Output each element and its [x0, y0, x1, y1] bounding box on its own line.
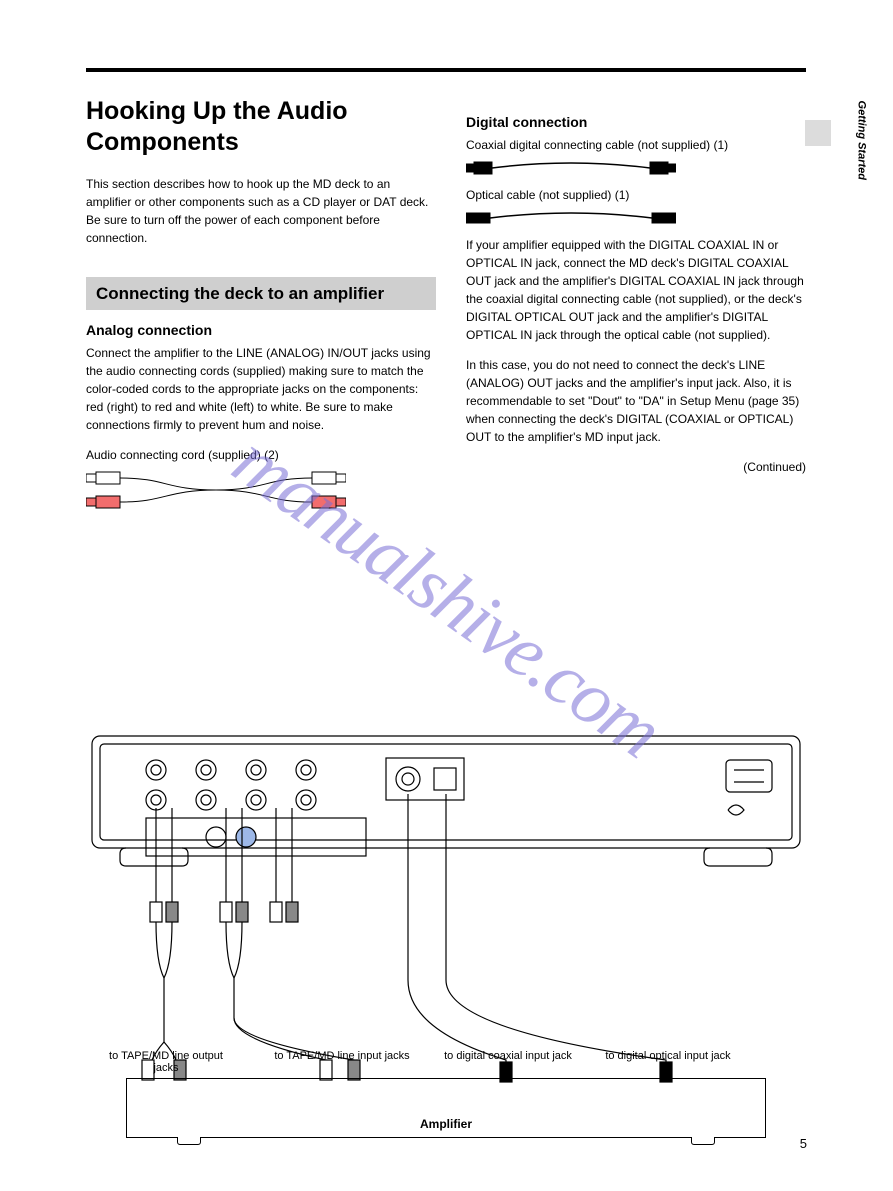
digital-body-2: In this case, you do not need to connect… [466, 356, 806, 446]
connection-diagram: Amplifier to TAPE/MD line output jacks t… [86, 730, 806, 1150]
optical-cable-label: Optical cable (not supplied) (1) [466, 186, 806, 204]
page-number: 5 [800, 1136, 807, 1151]
section-heading: Connecting the deck to an amplifier [96, 283, 426, 304]
page-title: Hooking Up the Audio Components [86, 96, 436, 159]
digital-heading: Digital connection [466, 114, 806, 130]
amplifier-box: Amplifier [126, 1078, 766, 1138]
optical-cable-icon [466, 210, 676, 226]
section-heading-band: Connecting the deck to an amplifier [86, 277, 436, 310]
top-rule [86, 68, 806, 72]
port-label-opt-in: to digital optical input jack [598, 1050, 738, 1062]
amp-foot [177, 1137, 201, 1145]
coax-cable-icon [466, 160, 676, 176]
analog-heading: Analog connection [86, 322, 436, 338]
port-label-coax-in: to digital coaxial input jack [438, 1050, 578, 1062]
side-caption: Getting Started [855, 101, 867, 180]
analog-cable-label: Audio connecting cord (supplied) (2) [86, 446, 436, 464]
port-label-tape-out: to TAPE/MD line output jacks [96, 1050, 236, 1074]
side-tab [805, 120, 831, 146]
intro-text: This section describes how to hook up th… [86, 175, 436, 247]
continued-label: (Continued) [466, 458, 806, 476]
analog-body: Connect the amplifier to the LINE (ANALO… [86, 344, 436, 434]
port-label-tape-in: to TAPE/MD line input jacks [272, 1050, 412, 1062]
digital-body-1: If your amplifier equipped with the DIGI… [466, 236, 806, 344]
rca-cable-icon [86, 470, 346, 514]
left-column: Hooking Up the Audio Components This sec… [86, 96, 436, 522]
amplifier-label: Amplifier [127, 1117, 765, 1131]
amp-foot [691, 1137, 715, 1145]
coax-cable-label: Coaxial digital connecting cable (not su… [466, 136, 806, 154]
right-column: Digital connection Coaxial digital conne… [466, 96, 806, 488]
